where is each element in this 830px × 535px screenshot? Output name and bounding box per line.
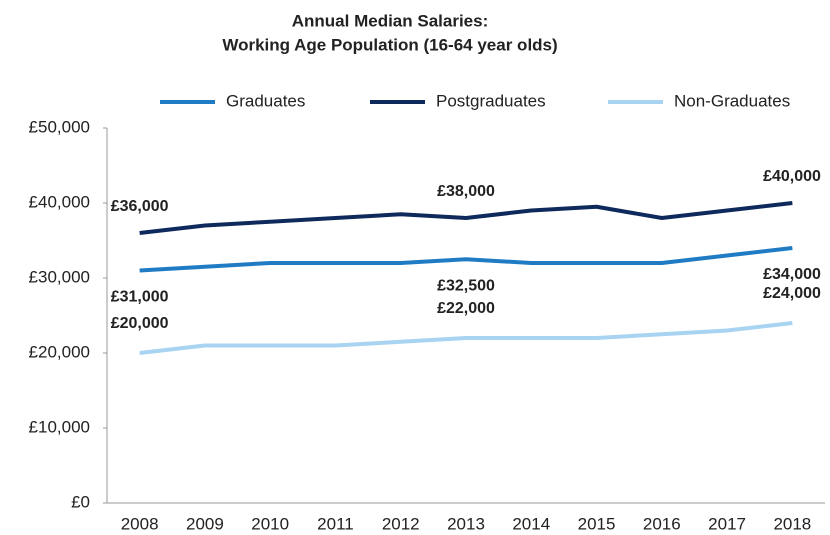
value-label: £24,000 xyxy=(763,285,821,302)
series-line xyxy=(139,321,793,355)
legend-label: Graduates xyxy=(226,91,305,110)
x-tick-label: 2017 xyxy=(708,514,746,533)
series-line xyxy=(139,201,793,235)
x-tick-label: 2014 xyxy=(512,514,550,533)
legend-label: Non-Graduates xyxy=(674,91,790,110)
value-label: £31,000 xyxy=(111,289,169,306)
y-tick-label: £40,000 xyxy=(29,192,90,211)
y-tick-label: £50,000 xyxy=(29,117,90,136)
value-label: £22,000 xyxy=(437,300,495,317)
chart-subtitle: Working Age Population (16-64 year olds) xyxy=(222,35,557,54)
y-tick-label: £30,000 xyxy=(29,267,90,286)
legend-label: Postgraduates xyxy=(436,91,546,110)
value-label: £40,000 xyxy=(763,168,821,185)
value-label: £34,000 xyxy=(763,266,821,283)
x-tick-label: 2018 xyxy=(773,514,811,533)
value-label: £20,000 xyxy=(111,315,169,332)
value-label: £36,000 xyxy=(111,198,169,215)
x-tick-label: 2011 xyxy=(317,514,354,533)
y-tick-label: £0 xyxy=(71,492,90,511)
x-tick-label: 2010 xyxy=(251,514,289,533)
x-tick-label: 2009 xyxy=(186,514,224,533)
x-tick-label: 2008 xyxy=(121,514,159,533)
x-tick-label: 2016 xyxy=(643,514,681,533)
x-tick-label: 2015 xyxy=(578,514,616,533)
value-label: £38,000 xyxy=(437,183,495,200)
y-tick-label: £10,000 xyxy=(29,417,90,436)
x-tick-label: 2013 xyxy=(447,514,485,533)
series-line xyxy=(139,246,793,273)
y-tick-label: £20,000 xyxy=(29,342,90,361)
x-tick-label: 2012 xyxy=(382,514,420,533)
chart-title: Annual Median Salaries: xyxy=(292,11,489,30)
value-label: £32,500 xyxy=(437,277,495,294)
